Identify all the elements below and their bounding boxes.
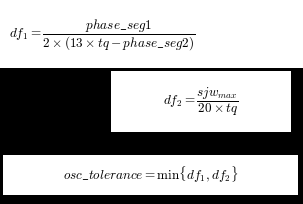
Bar bbox=[3, 155, 298, 195]
Bar bbox=[0, 0, 303, 68]
Text: $df_1 = \dfrac{phase\_seg1}{2 \times (13 \times tq - phase\_seg2)}$: $df_1 = \dfrac{phase\_seg1}{2 \times (13… bbox=[9, 17, 196, 52]
Text: $osc\_tolerance = \min\{df_1, df_2\}$: $osc\_tolerance = \min\{df_1, df_2\}$ bbox=[63, 165, 238, 185]
Bar bbox=[111, 71, 291, 132]
Text: $df_2 = \dfrac{sjw_{max}}{20 \times tq}$: $df_2 = \dfrac{sjw_{max}}{20 \times tq}$ bbox=[163, 85, 239, 118]
